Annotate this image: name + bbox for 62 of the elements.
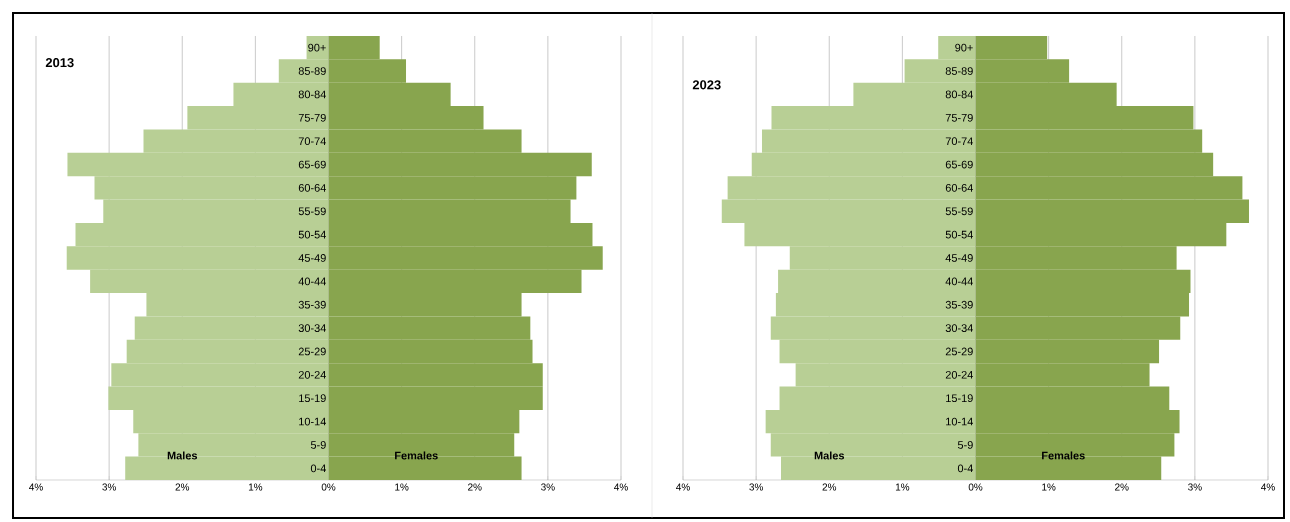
x-tick-label: 3% (541, 483, 555, 491)
y-tick-label: 65-69 (945, 160, 973, 169)
x-tick-label: 4% (676, 483, 690, 491)
y-tick-label: 55-59 (945, 207, 973, 216)
x-tick-label: 2% (468, 483, 482, 491)
series-label: Females (395, 451, 438, 460)
x-tick-label: 1% (248, 483, 263, 491)
x-tick-label: 4% (29, 483, 43, 491)
series-label: Males (167, 451, 198, 460)
y-tick-label: 55-59 (298, 207, 326, 216)
x-tick-label: 2% (822, 483, 837, 491)
y-tick-label: 5-9 (957, 441, 973, 449)
y-tick-label: 45-49 (945, 254, 973, 262)
y-tick-label: 25-29 (298, 347, 326, 356)
y-tick-label: 65-69 (298, 160, 326, 169)
y-tick-label: 60-64 (945, 184, 973, 192)
y-tick-label: 20-24 (945, 370, 973, 379)
y-tick-label: 35-39 (298, 300, 326, 309)
y-tick-label: 50-54 (298, 230, 326, 239)
y-tick-label: 40-44 (298, 277, 326, 286)
y-tick-label: 80-84 (298, 90, 326, 99)
y-tick-label: 30-34 (945, 324, 973, 332)
y-tick-label: 0-4 (310, 464, 326, 473)
y-tick-label: 70-74 (945, 137, 973, 146)
x-tick-label: 4% (614, 483, 628, 491)
y-tick-label: 50-54 (945, 230, 973, 239)
x-tick-label: 3% (749, 483, 763, 491)
y-tick-label: 30-34 (298, 324, 326, 332)
y-tick-label: 25-29 (945, 347, 973, 356)
x-tick-label: 1% (1042, 483, 1056, 491)
x-tick-label: 0% (968, 483, 983, 491)
y-tick-label: 20-24 (298, 370, 326, 379)
y-tick-label: 0-4 (957, 464, 973, 473)
series-label: Males (814, 451, 845, 460)
x-tick-label: 3% (1188, 483, 1202, 491)
y-tick-label: 85-89 (298, 67, 326, 75)
y-tick-label: 90+ (308, 43, 326, 52)
y-tick-label: 5-9 (310, 441, 326, 449)
y-tick-label: 15-19 (299, 394, 326, 403)
x-tick-label: 3% (102, 483, 116, 491)
y-tick-label: 75-79 (945, 113, 973, 122)
x-tick-label: 2% (175, 483, 190, 491)
x-tick-label: 2% (1115, 483, 1129, 491)
y-tick-label: 80-84 (945, 90, 973, 99)
y-tick-label: 10-14 (946, 417, 973, 426)
y-tick-label: 70-74 (298, 137, 326, 146)
text: 2013 (45, 58, 74, 68)
y-tick-label: 85-89 (945, 67, 973, 75)
y-tick-label: 35-39 (945, 300, 973, 309)
series-label: Females (1042, 451, 1085, 460)
x-tick-label: 4% (1261, 483, 1275, 491)
y-tick-label: 60-64 (298, 184, 326, 192)
x-tick-label: 0% (321, 483, 336, 491)
text: 2023 (692, 80, 721, 90)
y-tick-label: 90+ (955, 43, 973, 52)
x-tick-label: 1% (395, 483, 409, 491)
x-tick-label: 1% (895, 483, 910, 491)
y-tick-label: 45-49 (298, 254, 326, 262)
y-tick-label: 75-79 (298, 113, 326, 122)
y-tick-label: 10-14 (299, 417, 326, 426)
y-tick-label: 15-19 (946, 394, 973, 403)
y-tick-label: 40-44 (945, 277, 973, 286)
